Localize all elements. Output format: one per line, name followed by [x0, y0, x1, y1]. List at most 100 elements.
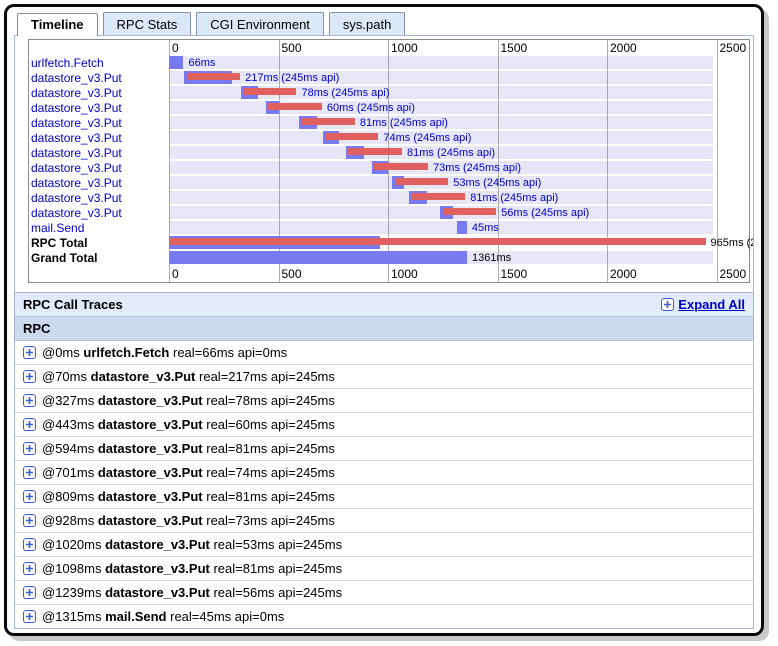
trace-method: datastore_v3.Put	[97, 417, 203, 432]
expand-all-control[interactable]: Expand All	[661, 297, 745, 312]
timeline-row: Grand Total 1361ms	[29, 251, 749, 266]
timeline-row-track	[169, 86, 713, 99]
trace-row[interactable]: @1239ms datastore_v3.Put real=56ms api=2…	[15, 581, 753, 605]
trace-text: @1098ms datastore_v3.Put real=81ms api=2…	[42, 561, 342, 576]
timeline-row-label[interactable]: datastore_v3.Put	[31, 206, 122, 220]
trace-method: datastore_v3.Put	[97, 441, 203, 456]
trace-row[interactable]: @928ms datastore_v3.Put real=73ms api=24…	[15, 509, 753, 533]
timeline-chart: 0 500 1000 1500 2000 2500 urlfetch.Fetch 66ms da…	[28, 39, 753, 283]
timeline-row: datastore_v3.Put 74ms (245ms api)	[29, 131, 749, 146]
trace-offset: @1315ms	[42, 609, 102, 624]
trace-row[interactable]: @1020ms datastore_v3.Put real=53ms api=2…	[15, 533, 753, 557]
expand-icon[interactable]	[23, 418, 36, 431]
bar-duration-label: 53ms (245ms api)	[453, 177, 542, 189]
bar-duration-label: 56ms (245ms api)	[501, 207, 590, 219]
axis-tick-label: 2000	[610, 267, 637, 281]
timeline-row-label[interactable]: mail.Send	[31, 221, 85, 235]
axis-tick-label: 2000	[610, 41, 637, 55]
tab-bar: Timeline RPC Stats CGI Environment sys.path	[14, 12, 754, 36]
trace-row[interactable]: @70ms datastore_v3.Put real=217ms api=24…	[15, 365, 753, 389]
api-time-bar	[374, 163, 429, 170]
trace-method: urlfetch.Fetch	[83, 345, 170, 360]
expand-icon[interactable]	[23, 610, 36, 623]
tab-rpc-stats[interactable]: RPC Stats	[102, 12, 192, 35]
trace-row[interactable]: @327ms datastore_v3.Put real=78ms api=24…	[15, 389, 753, 413]
trace-offset: @443ms	[42, 417, 95, 432]
expand-icon[interactable]	[23, 538, 36, 551]
timeline-chart-section: 0 500 1000 1500 2000 2500 urlfetch.Fetch 66ms da…	[15, 36, 753, 292]
timeline-row-label[interactable]: datastore_v3.Put	[31, 131, 122, 145]
expand-icon[interactable]	[23, 370, 36, 383]
expand-icon[interactable]	[23, 442, 36, 455]
timeline-row: datastore_v3.Put 81ms (245ms api)	[29, 191, 749, 206]
api-time-bar	[324, 133, 379, 140]
trace-text: @327ms datastore_v3.Put real=78ms api=24…	[42, 393, 335, 408]
timeline-row-label[interactable]: datastore_v3.Put	[31, 191, 122, 205]
app-window: Timeline RPC Stats CGI Environment sys.path…	[4, 4, 764, 636]
trace-text: @443ms datastore_v3.Put real=60ms api=24…	[42, 417, 335, 432]
expand-all-link[interactable]: Expand All	[678, 297, 745, 312]
trace-detail: real=60ms api=245ms	[206, 417, 335, 432]
tab-cgi-environment[interactable]: CGI Environment	[196, 12, 324, 35]
timeline-row: datastore_v3.Put 78ms (245ms api)	[29, 86, 749, 101]
trace-row[interactable]: @809ms datastore_v3.Put real=81ms api=24…	[15, 485, 753, 509]
tab-panel-timeline: 0 500 1000 1500 2000 2500 urlfetch.Fetch 66ms da…	[14, 35, 754, 629]
timeline-row: datastore_v3.Put 56ms (245ms api)	[29, 206, 749, 221]
timeline-row-track	[169, 221, 713, 234]
expand-icon[interactable]	[23, 586, 36, 599]
expand-icon[interactable]	[23, 466, 36, 479]
trace-row[interactable]: @594ms datastore_v3.Put real=81ms api=24…	[15, 437, 753, 461]
trace-offset: @1239ms	[42, 585, 102, 600]
trace-method: datastore_v3.Put	[105, 537, 210, 552]
expand-icon[interactable]	[23, 490, 36, 503]
expand-icon[interactable]	[23, 394, 36, 407]
trace-row[interactable]: @1098ms datastore_v3.Put real=81ms api=2…	[15, 557, 753, 581]
trace-text: @70ms datastore_v3.Put real=217ms api=24…	[42, 369, 335, 384]
timeline-row-label[interactable]: urlfetch.Fetch	[31, 56, 104, 70]
traces-header-row: RPC Call Traces Expand All	[15, 293, 753, 317]
timeline-row-label[interactable]: datastore_v3.Put	[31, 101, 122, 115]
tab-sys-path[interactable]: sys.path	[328, 12, 406, 35]
trace-row[interactable]: @0ms urlfetch.Fetch real=66ms api=0ms	[15, 341, 753, 365]
bar-duration-label: 78ms (245ms api)	[301, 87, 390, 99]
trace-text: @928ms datastore_v3.Put real=73ms api=24…	[42, 513, 335, 528]
trace-method: datastore_v3.Put	[97, 513, 203, 528]
timeline-row-label[interactable]: datastore_v3.Put	[31, 71, 122, 85]
real-time-bar	[169, 251, 468, 264]
axis-tick-label: 1500	[500, 41, 528, 55]
api-time-bar	[394, 178, 449, 185]
trace-text: @1020ms datastore_v3.Put real=53ms api=2…	[42, 537, 342, 552]
axis-tick-label: 500	[281, 267, 302, 281]
timeline-row-label[interactable]: datastore_v3.Put	[31, 116, 122, 130]
timeline-row-label[interactable]: datastore_v3.Put	[31, 161, 122, 175]
trace-offset: @70ms	[42, 369, 87, 384]
trace-text: @594ms datastore_v3.Put real=81ms api=24…	[42, 441, 335, 456]
trace-method: datastore_v3.Put	[97, 465, 203, 480]
timeline-row-label[interactable]: datastore_v3.Put	[31, 86, 122, 100]
timeline-row-label[interactable]: datastore_v3.Put	[31, 146, 122, 160]
timeline-row-label: Grand Total	[31, 251, 98, 265]
trace-method: datastore_v3.Put	[97, 489, 203, 504]
bar-duration-label: 217ms (245ms api)	[245, 72, 340, 84]
trace-offset: @928ms	[42, 513, 95, 528]
trace-method: datastore_v3.Put	[105, 585, 210, 600]
expand-icon[interactable]	[23, 346, 36, 359]
bar-duration-label: 66ms	[188, 57, 216, 69]
timeline-row-track	[169, 146, 713, 159]
timeline-row-label[interactable]: datastore_v3.Put	[31, 176, 122, 190]
timeline-row: datastore_v3.Put 73ms (245ms api)	[29, 161, 749, 176]
axis-tick-label: 1000	[391, 267, 418, 281]
trace-row[interactable]: @1315ms mail.Send real=45ms api=0ms	[15, 605, 753, 628]
axis-tick-label: 2500	[719, 267, 747, 281]
tab-timeline[interactable]: Timeline	[17, 13, 98, 36]
gridline	[278, 40, 280, 282]
trace-method: datastore_v3.Put	[97, 393, 203, 408]
timeline-row-track	[169, 161, 713, 174]
expand-all-plus-icon[interactable]	[661, 298, 675, 311]
trace-detail: real=81ms api=245ms	[213, 561, 343, 576]
expand-icon[interactable]	[23, 514, 36, 527]
trace-row[interactable]: @443ms datastore_v3.Put real=60ms api=24…	[15, 413, 753, 437]
expand-icon[interactable]	[23, 562, 36, 575]
trace-row[interactable]: @701ms datastore_v3.Put real=74ms api=24…	[15, 461, 753, 485]
trace-detail: real=217ms api=245ms	[199, 369, 335, 384]
